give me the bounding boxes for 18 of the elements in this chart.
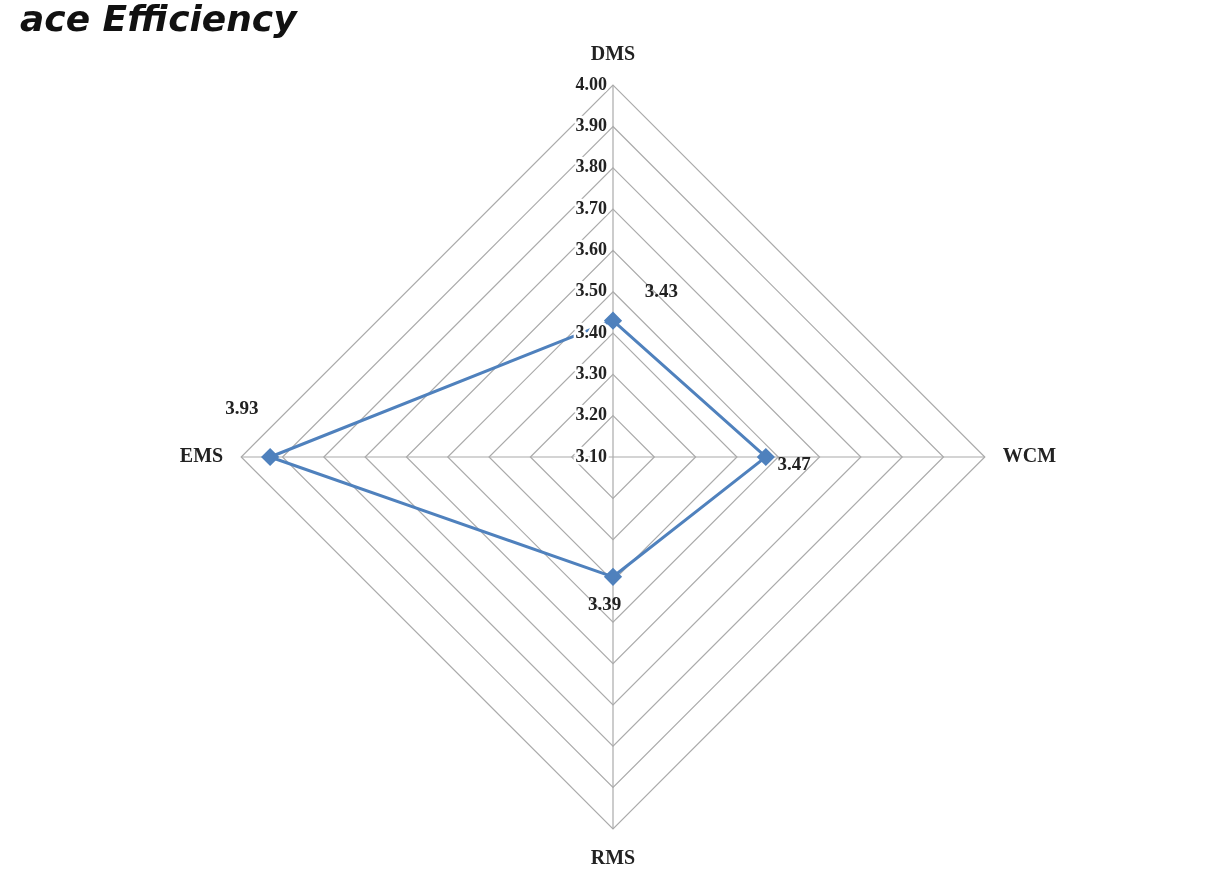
y-tick-label: 3.10 xyxy=(575,445,607,466)
data-label: 3.39 xyxy=(588,592,622,614)
y-tick-label: 3.50 xyxy=(575,280,607,301)
y-tick-label: 3.30 xyxy=(575,363,607,384)
spoke-label: RMS xyxy=(590,845,636,868)
y-tick-label: 3.70 xyxy=(575,197,607,218)
data-label: 3.93 xyxy=(225,396,259,418)
y-tick-label: 3.80 xyxy=(575,156,607,177)
y-tick-label: 3.60 xyxy=(575,239,607,260)
spoke-label: WCM xyxy=(1002,444,1057,467)
spoke-label: EMS xyxy=(179,444,224,467)
chart-title: ace Efficiency xyxy=(20,0,299,39)
y-tick-label: 4.00 xyxy=(575,73,607,94)
data-label: 3.43 xyxy=(644,280,678,302)
y-tick-label: 3.90 xyxy=(575,115,607,136)
y-tick-label: 3.20 xyxy=(575,404,607,425)
spoke-label: DMS xyxy=(590,42,636,65)
data-label: 3.47 xyxy=(777,453,812,475)
